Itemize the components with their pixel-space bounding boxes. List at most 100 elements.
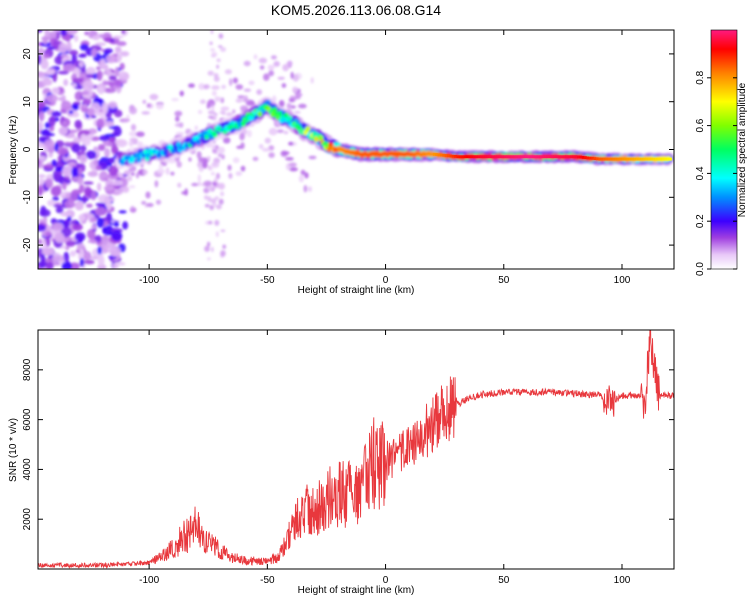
spectrogram-noise-blob	[220, 191, 225, 197]
spectrogram-noise-blob	[210, 30, 214, 34]
spectrogram-noise-blob	[213, 76, 220, 82]
spectrogram-noise-blob	[120, 51, 130, 57]
spectrogram-noise-blob	[108, 165, 118, 177]
spectrogram-noise-blob	[286, 102, 292, 109]
spectrogram-noise-blob	[58, 126, 68, 136]
spectrogram-ridge-core	[437, 153, 441, 157]
spectrogram-x-tick-label: 0	[383, 275, 389, 286]
spectrogram-noise-blob	[188, 157, 192, 162]
spectrogram-noise-blob	[220, 106, 230, 111]
spectrogram-ridge-core	[626, 157, 630, 161]
spectrogram-noise-blob	[42, 53, 50, 59]
spectrogram-ridge-blob	[287, 115, 293, 121]
spectrogram-ridge-core	[520, 155, 523, 159]
snr-y-tick-label: 2000	[22, 508, 33, 531]
spectrogram-ridge-core	[588, 156, 592, 160]
spectrogram-noise-blob	[45, 237, 51, 247]
spectrogram-noise-blob	[292, 74, 299, 82]
spectrogram-noise-blob	[292, 86, 298, 93]
spectrogram-y-tick-label: 10	[22, 96, 33, 108]
spectrogram-noise-blob	[286, 60, 293, 67]
spectrogram-noise-blob	[288, 141, 294, 146]
spectrogram-noise-blob	[208, 220, 213, 225]
spectrogram-ridge-core	[669, 157, 672, 161]
spectrogram-noise-blob	[45, 178, 53, 189]
spectrogram-ridge-blob	[204, 133, 210, 140]
spectrogram-ridge-core	[475, 155, 478, 159]
spectrogram-noise-blob	[149, 93, 159, 101]
spectrogram-noise-blob	[213, 112, 218, 116]
spectrogram-noise-blob	[237, 95, 246, 99]
spectrogram-ridge-core	[617, 157, 620, 161]
spectrogram-noise-blob	[204, 203, 210, 208]
spectrogram-noise-blob	[104, 147, 111, 158]
spectrogram-noise-blob	[221, 84, 226, 89]
spectrogram-noise-blob	[179, 90, 184, 97]
spectrogram-noise-blob	[60, 211, 72, 217]
spectrogram-ridge-core	[447, 154, 450, 158]
spectrogram-noise-blob	[126, 114, 130, 118]
spectrogram-noise-blob	[207, 196, 212, 203]
spectrogram-noise-blob	[214, 219, 220, 226]
spectrogram-ridge-core	[539, 155, 542, 159]
spectrogram-noise-blob	[175, 116, 180, 122]
spectrogram-noise-blob	[51, 87, 60, 95]
spectrogram-noise-blob	[64, 141, 71, 146]
spectrogram-noise-blob	[111, 145, 119, 154]
spectrogram-noise-blob	[38, 101, 46, 108]
spectrogram-noise-blob	[261, 147, 271, 152]
spectrogram-noise-blob	[232, 77, 238, 84]
spectrogram-noise-blob	[258, 144, 264, 149]
spectrogram-ridge-blob	[176, 141, 182, 148]
spectrogram-noise-blob	[41, 247, 54, 256]
spectrogram-noise-blob	[235, 171, 243, 176]
spectrogram-ridge-core	[558, 155, 561, 159]
spectrogram-noise-blob	[38, 47, 45, 55]
spectrogram-noise-blob	[215, 231, 219, 238]
spectrogram-noise-blob	[101, 234, 109, 245]
spectrogram-ridge-core	[574, 155, 578, 159]
spectrogram-ridge-core	[484, 155, 488, 159]
spectrogram-noise-blob	[51, 252, 61, 256]
spectrogram-noise-blob	[270, 55, 277, 60]
spectrogram-ridge-core	[522, 155, 526, 159]
spectrogram-noise-blob	[156, 168, 165, 175]
spectrogram-noise-blob	[222, 112, 226, 116]
spectrogram-noise-blob	[232, 109, 236, 114]
spectrogram-noise-blob	[228, 172, 233, 179]
spectrogram-noise-blob	[112, 35, 124, 39]
spectrogram-noise-blob	[48, 152, 53, 158]
spectrogram-noise-blob	[222, 244, 226, 249]
spectrogram-noise-blob	[114, 66, 120, 77]
spectrogram-noise-blob	[51, 111, 62, 117]
spectrogram-noise-blob	[207, 99, 216, 108]
spectrogram-noise-blob	[95, 165, 102, 171]
spectrogram-noise-blob	[294, 93, 303, 97]
spectrogram-noise-blob	[92, 35, 101, 41]
spectrogram-noise-blob	[248, 80, 255, 86]
spectrogram-noise-blob	[216, 204, 222, 210]
spectrogram-ridge-core	[560, 155, 564, 159]
spectrogram-noise-blob	[128, 140, 134, 147]
spectrogram-ridge-blob	[305, 126, 311, 132]
spectrogram-ridge-core	[470, 155, 474, 159]
spectrogram-noise-blob	[239, 105, 249, 111]
spectrogram-noise-blob	[39, 111, 45, 122]
spectrogram-ridge-core	[541, 155, 545, 159]
spectrogram-noise-blob	[174, 110, 183, 117]
spectrogram-noise-blob	[82, 195, 87, 204]
spectrogram-noise-blob	[108, 75, 117, 81]
spectrogram-ridge-core	[463, 155, 467, 159]
spectrogram-noise-blob	[207, 70, 214, 76]
spectrogram-noise-blob	[65, 34, 71, 42]
spectrogram-noise-blob	[210, 198, 217, 204]
spectrogram-ridge-core	[534, 155, 538, 159]
spectrogram-noise-blob	[103, 185, 114, 191]
spectrogram-noise-blob	[95, 42, 107, 46]
spectrogram-noise-blob	[97, 144, 106, 151]
spectrogram-noise-blob	[171, 97, 179, 102]
spectrogram-noise-blob	[298, 174, 304, 183]
spectrogram-noise-blob	[212, 149, 216, 154]
spectrogram-noise-blob	[235, 98, 243, 103]
